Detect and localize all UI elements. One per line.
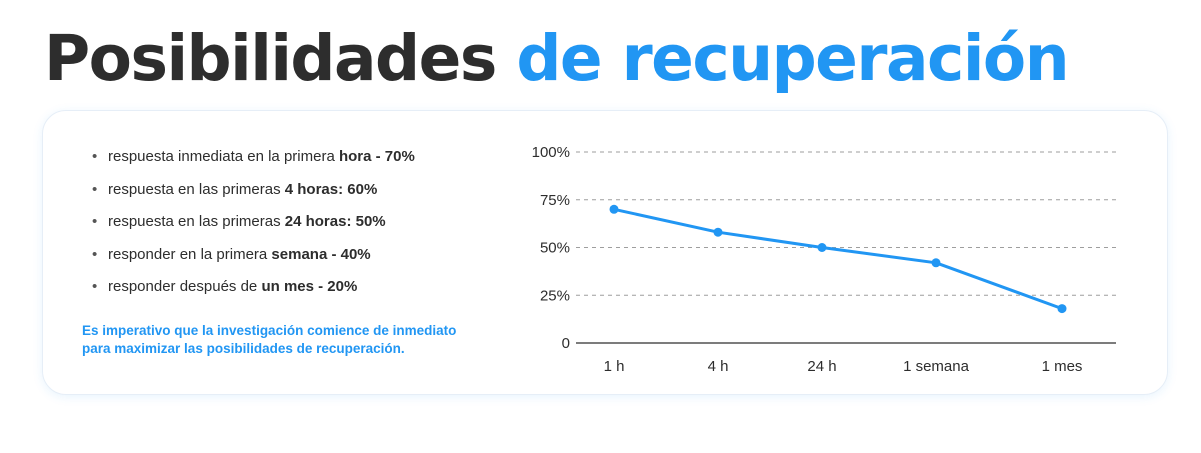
list-item: • respuesta en las primeras 4 horas: 60% — [92, 179, 512, 212]
list-item: • respuesta inmediata en la primera hora … — [92, 146, 512, 179]
note-line-1: Es imperativo que la investigación comie… — [82, 323, 457, 338]
x-tick-label: 1 mes — [1042, 358, 1083, 375]
data-point — [713, 227, 723, 237]
note-line-2: para maximizar las posibilidades de recu… — [82, 340, 405, 356]
data-point — [1057, 304, 1067, 314]
fact-text: responder en la primera — [108, 245, 272, 263]
y-tick-label: 25% — [540, 287, 570, 304]
x-tick-label: 1 semana — [903, 358, 970, 375]
bullet-icon: • — [92, 245, 98, 263]
list-item: • responder en la primera semana - 40% — [92, 244, 512, 277]
title-part-1: Posibilidades — [44, 22, 497, 95]
data-point — [609, 204, 619, 214]
emphasis-note: Es imperativo que la investigación comie… — [82, 322, 502, 357]
fact-highlight: semana - 40% — [271, 245, 371, 263]
fact-text: respuesta inmediata en la primera — [108, 148, 339, 165]
bullet-icon: • — [92, 213, 98, 230]
series-line — [612, 207, 1064, 311]
fact-highlight: 4 horas: 60% — [284, 180, 378, 198]
fact-text: respuesta en las primeras — [108, 180, 285, 198]
content-card — [42, 110, 1168, 395]
facts-list: • respuesta inmediata en la primera hora … — [92, 146, 512, 309]
list-item: • respuesta en las primeras 24 horas: 50% — [92, 211, 512, 244]
fact-highlight: 24 horas: 50% — [284, 213, 386, 230]
bullet-icon: • — [92, 148, 98, 165]
list-item: • responder después de un mes - 20% — [92, 276, 512, 309]
y-tick-label: 75% — [540, 192, 570, 209]
fact-text: responder después de — [108, 278, 262, 295]
fact-highlight: hora - 70% — [338, 148, 415, 165]
y-tick-label: 0 — [562, 335, 570, 352]
bullet-icon: • — [92, 278, 98, 295]
y-tick-label: 50% — [540, 240, 570, 257]
title-part-2: de recuperación — [516, 22, 1069, 95]
x-tick-label: 4 h — [708, 358, 729, 375]
page-title: Posibilidades de recuperación — [44, 18, 1070, 100]
data-point — [817, 243, 827, 252]
x-tick-label: 24 h — [807, 358, 836, 375]
fact-text: respuesta en las primeras — [108, 213, 285, 230]
fact-highlight: un mes - 20% — [261, 278, 358, 295]
x-tick-label: 1 h — [604, 358, 625, 375]
data-point — [931, 258, 941, 268]
bullet-icon: • — [92, 180, 98, 198]
y-tick-label: 100% — [532, 144, 570, 161]
